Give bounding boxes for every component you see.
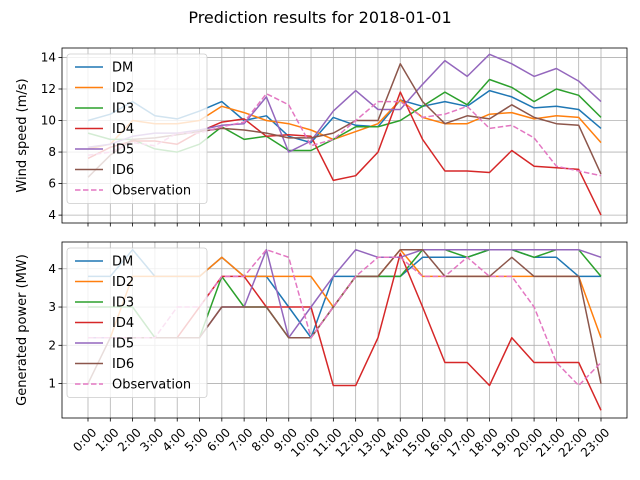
figure-title: Prediction results for 2018-01-01: [188, 8, 451, 27]
generated-power-legend: DM ID2 ID3 ID4 ID5 ID6 Observation: [66, 247, 208, 398]
wind-speed-ylabel: Wind speed (m/s): [15, 78, 30, 192]
wind-speed-legend-label-id5: ID5: [112, 143, 134, 158]
wind-speed-ytick-label-2: 8: [48, 145, 56, 159]
generated-power-ytick-label-3: 4: [48, 262, 56, 276]
generated-power-legend-label-dm: DM: [112, 255, 133, 270]
wind-speed-legend-label-id6: ID6: [112, 163, 134, 178]
generated-power-legend-label-observation: Observation: [112, 378, 191, 393]
generated-power-legend-label-id6: ID6: [112, 357, 134, 372]
wind-speed-ytick-label-3: 10: [41, 114, 56, 128]
generated-power-ytick-label-2: 3: [48, 300, 56, 314]
wind-speed-panel: 4 6 8 10 12 14 Wind speed (m/s) DM ID2 ID3 ID4 ID5 I…: [15, 47, 628, 227]
generated-power-legend-label-id4: ID4: [112, 316, 134, 331]
wind-speed-ytick-label-5: 14: [41, 50, 56, 64]
generated-power-legend-label-id2: ID2: [112, 275, 134, 290]
generated-power-ytick-label-1: 2: [48, 338, 56, 352]
generated-power-ytick-label-0: 1: [48, 377, 56, 391]
wind-speed-legend-label-id2: ID2: [112, 81, 134, 96]
wind-speed-legend-box: [66, 53, 208, 204]
generated-power-legend-label-id3: ID3: [112, 296, 134, 311]
wind-speed-ytick-label-1: 6: [48, 177, 56, 191]
wind-speed-legend-label-observation: Observation: [112, 184, 191, 199]
wind-speed-legend-label-id4: ID4: [112, 122, 134, 137]
wind-speed-legend-label-dm: DM: [112, 61, 133, 76]
generated-power-axes-frame: [61, 241, 628, 419]
wind-speed-ytick-label-4: 12: [41, 82, 56, 96]
wind-speed-ytick-label-0: 4: [48, 208, 56, 222]
wind-speed-legend: DM ID2 ID3 ID4 ID5 ID6 Observation: [66, 53, 208, 204]
wind-speed-axes-frame: [61, 47, 628, 224]
generated-power-legend-box: [66, 247, 208, 398]
generated-power-ylabel: Generated power (MW): [15, 254, 30, 406]
wind-speed-legend-label-id3: ID3: [112, 102, 134, 117]
generated-power-legend-label-id5: ID5: [112, 337, 134, 352]
